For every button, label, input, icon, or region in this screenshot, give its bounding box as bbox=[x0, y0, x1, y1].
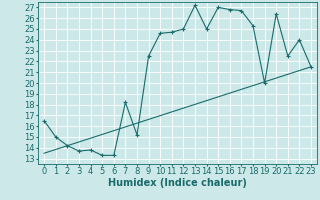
X-axis label: Humidex (Indice chaleur): Humidex (Indice chaleur) bbox=[108, 178, 247, 188]
